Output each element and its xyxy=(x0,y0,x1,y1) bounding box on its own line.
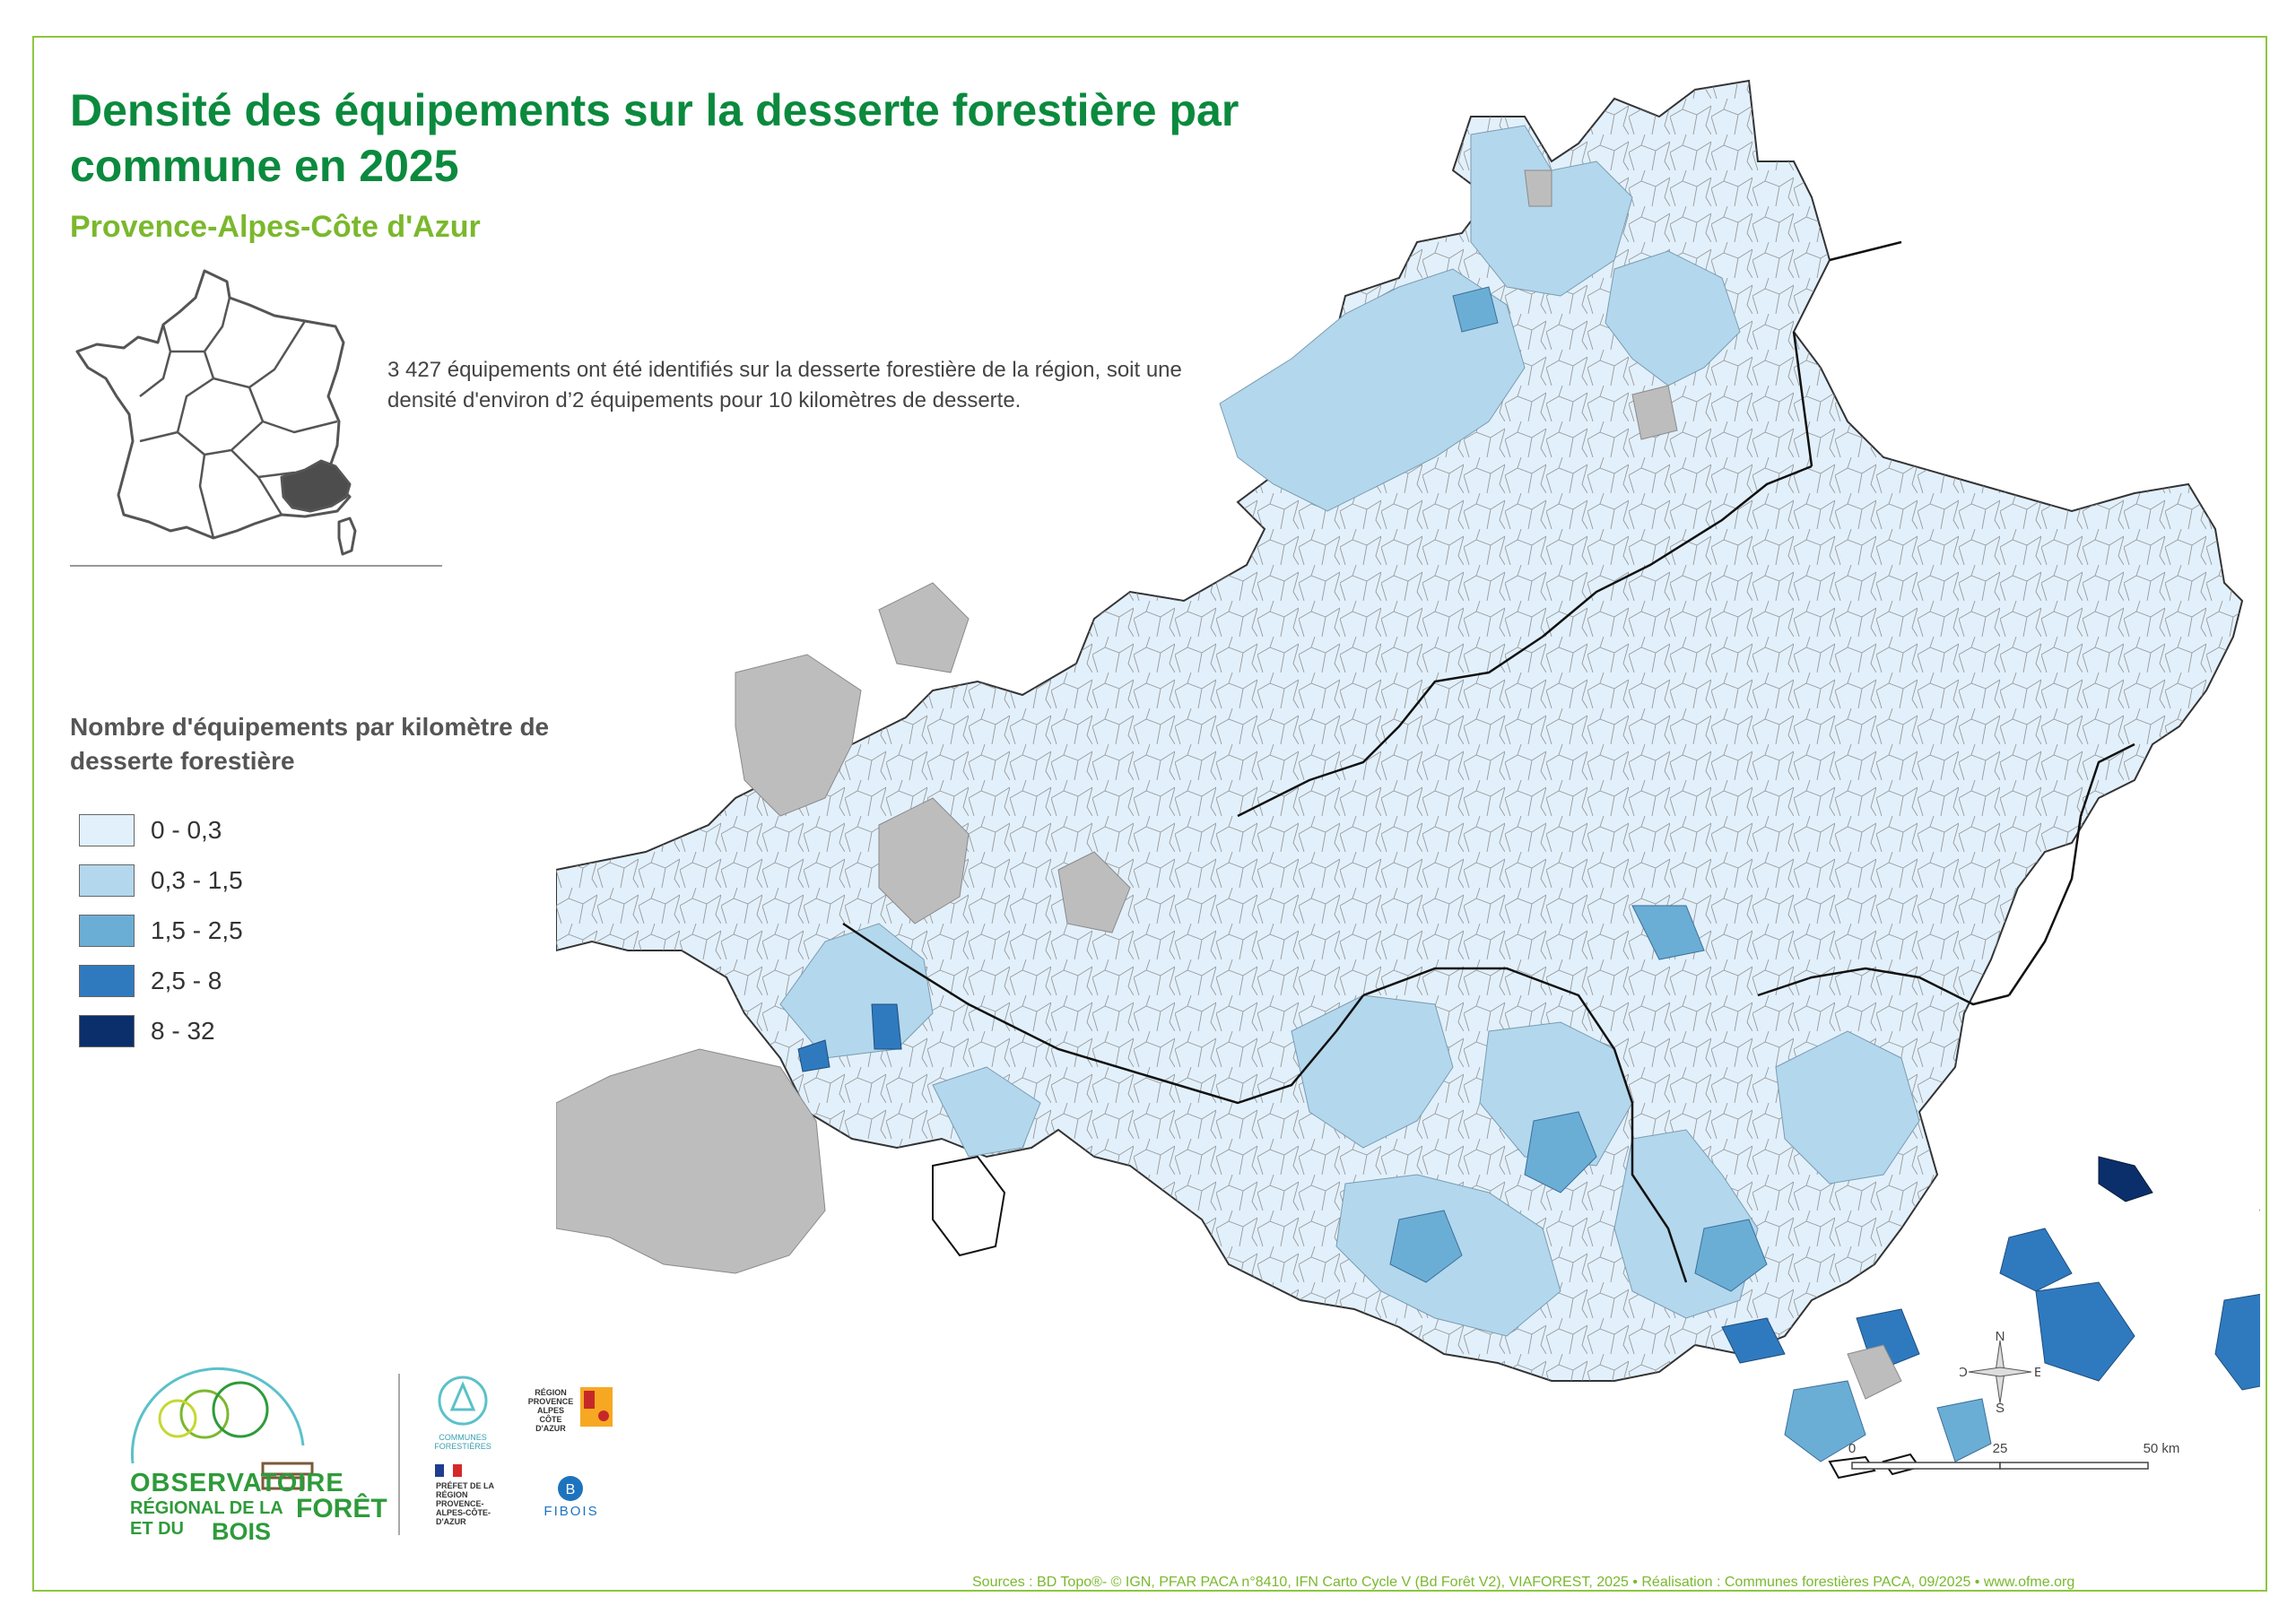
logo-tree-2 xyxy=(212,1381,269,1438)
zone-var-center xyxy=(1479,1021,1633,1167)
communes-forestieres-logo-text: COMMUNES FORESTIÈRES xyxy=(434,1433,491,1451)
compass-s: S xyxy=(1996,1401,2005,1412)
dept-boundary-1 xyxy=(842,922,1364,1105)
ofme-foret: FORÊT xyxy=(296,1494,387,1523)
ofme-logo xyxy=(130,1367,314,1490)
legend-swatch xyxy=(79,864,135,897)
paca-region xyxy=(280,459,352,513)
legend-label: 8 - 32 xyxy=(151,1017,215,1045)
zone-dark-3 xyxy=(2214,1293,2260,1391)
legend-label: 2,5 - 8 xyxy=(151,967,222,994)
legend-swatch xyxy=(79,965,135,997)
legend-item: 8 - 32 xyxy=(79,1013,243,1049)
ofme-bois: BOIS xyxy=(212,1518,272,1545)
fibois-logo-text: FIBOIS xyxy=(544,1504,599,1519)
legend-label: 1,5 - 2,5 xyxy=(151,916,243,944)
sources-text: Sources : BD Topo®- © IGN, PFAR PACA n°8… xyxy=(972,1575,2075,1590)
logo-logs xyxy=(261,1462,314,1490)
dept-boundary-5 xyxy=(1792,240,1902,467)
logo-tree-1 xyxy=(179,1389,230,1439)
ofme-line1: OBSERVATOIRE xyxy=(130,1469,344,1497)
compass-e: E xyxy=(2034,1365,2040,1380)
marianne-flag-icon xyxy=(435,1464,462,1477)
grey-luberon xyxy=(1057,851,1131,933)
legend-swatch xyxy=(79,1015,135,1047)
scale-bar-right xyxy=(1999,1462,2149,1470)
map-title: Densité des équipements sur la desserte … xyxy=(70,85,1239,191)
zone-medium-3 xyxy=(1694,1219,1768,1292)
zone-medium-1 xyxy=(1524,1111,1597,1193)
grey-camargue xyxy=(556,1048,826,1274)
ofme-line3: ET DU xyxy=(130,1519,184,1539)
compass-needle-eo xyxy=(1968,1367,2032,1377)
prefet-logo-text: PRÉFET DE LA RÉGION PROVENCE-ALPES-CÔTE-… xyxy=(436,1481,494,1526)
communes-forestieres-icon xyxy=(438,1376,488,1426)
summary-text: 3 427 équipements ont été identifiés sur… xyxy=(387,358,1182,412)
legend-title: Nombre d'équipements par kilomètre de de… xyxy=(70,713,550,775)
dept-boundary-6 xyxy=(1757,967,2010,1006)
scale-tick-0: 0 xyxy=(1848,1441,1856,1456)
grey-baronnies xyxy=(878,582,970,673)
north-arrow: N S E O xyxy=(1960,1332,2040,1412)
zone-dark-6 xyxy=(871,1003,902,1050)
ofme-line2: RÉGIONAL DE LA xyxy=(130,1498,283,1518)
grey-hautes-alpes-1 xyxy=(1524,169,1552,207)
paca-choropleth-map xyxy=(556,79,2260,1480)
dept-boundary-4 xyxy=(1542,464,1813,638)
scale-bar-left xyxy=(1851,1462,2001,1470)
dept-boundary-3 xyxy=(1237,635,1544,818)
legend-item: 2,5 - 8 xyxy=(79,963,243,999)
logo-tree-3 xyxy=(158,1399,197,1438)
zone-dark-5 xyxy=(1721,1317,1786,1364)
inset-divider xyxy=(70,565,442,567)
legend-swatch xyxy=(79,814,135,846)
scale-tick-25: 25 xyxy=(1993,1441,2008,1456)
logo-separator xyxy=(398,1374,400,1535)
corsica xyxy=(337,516,357,556)
legend-swatch xyxy=(79,915,135,947)
dept-boundary-2 xyxy=(1362,967,1688,1283)
zone-darkest-1 xyxy=(2098,1156,2153,1202)
zone-medium-6 xyxy=(1784,1380,1866,1462)
zone-medium-2 xyxy=(1389,1210,1463,1283)
grey-vaucluse-center xyxy=(878,797,970,924)
page-frame xyxy=(32,36,2267,1592)
footer-rule xyxy=(32,1590,929,1592)
legend-item: 1,5 - 2,5 xyxy=(79,913,243,949)
legend-item: 0 - 0,3 xyxy=(79,812,243,848)
map-subtitle: Provence-Alpes-Côte d'Azur xyxy=(70,210,481,244)
zone-dark-2 xyxy=(2035,1281,2135,1382)
france-inset-map xyxy=(75,269,357,556)
compass-n: N xyxy=(1996,1332,2005,1344)
zone-hautes-alpes-north xyxy=(1470,125,1633,297)
grey-vaucluse-north xyxy=(735,654,862,817)
zone-bdr-east xyxy=(932,1066,1041,1158)
zone-esterel xyxy=(1775,1030,1920,1185)
zone-hautes-alpes-west xyxy=(1219,268,1526,512)
zone-var-west xyxy=(1291,994,1454,1149)
region-flag-icon xyxy=(580,1387,613,1427)
scale-bar: 0 25 50 km xyxy=(1848,1441,2180,1470)
scale-tick-50: 50 km xyxy=(2144,1441,2180,1456)
grey-hautes-alpes-2 xyxy=(1631,385,1678,440)
fibois-icon: B xyxy=(558,1476,583,1501)
zone-medium-7 xyxy=(1631,905,1705,960)
grey-var-coast xyxy=(1847,1344,1902,1400)
zone-dark-1 xyxy=(1999,1228,2073,1292)
dept-boundary-7 xyxy=(2007,742,2135,996)
zone-hautes-alpes-center xyxy=(1605,250,1741,386)
ofme-text: OBSERVATOIRE RÉGIONAL DE LA ET DU xyxy=(130,1469,344,1540)
logo-arc xyxy=(130,1367,305,1464)
region-logo-text: RÉGION PROVENCE ALPES CÔTE D'AZUR xyxy=(527,1388,574,1433)
svg-text:B: B xyxy=(566,1482,576,1497)
zone-medium-5 xyxy=(1452,286,1499,333)
legend-label: 0 - 0,3 xyxy=(151,816,222,844)
zone-dark-7 xyxy=(797,1039,831,1072)
compass-o: O xyxy=(1960,1365,1968,1380)
legend-label: 0,3 - 1,5 xyxy=(151,866,243,894)
legend-item: 0,3 - 1,5 xyxy=(79,863,243,898)
etang-de-berre xyxy=(932,1155,1006,1257)
legend: 0 - 0,3 0,3 - 1,5 1,5 - 2,5 2,5 - 8 8 - … xyxy=(79,812,243,1063)
zone-medium-4 xyxy=(1936,1398,1992,1462)
